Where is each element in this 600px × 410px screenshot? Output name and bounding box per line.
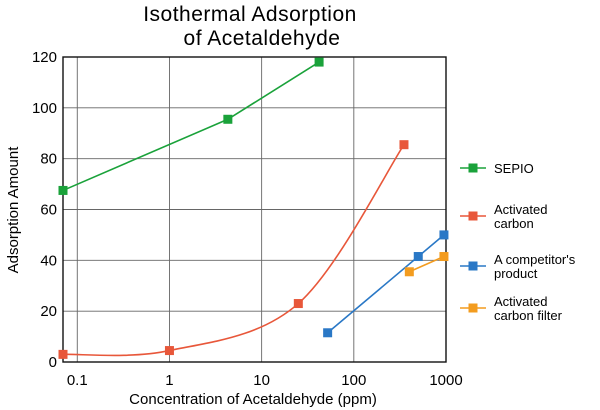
series-0 — [58, 57, 324, 195]
x-tick-label: 1000 — [429, 372, 462, 389]
series-2 — [323, 230, 449, 338]
grid — [63, 57, 446, 362]
legend-swatch-marker — [468, 303, 478, 313]
series-layer — [58, 57, 449, 359]
data-point-2-2 — [439, 230, 449, 240]
legend-label: carbon — [494, 216, 534, 231]
legend-label: SEPIO — [494, 161, 534, 176]
series-3 — [404, 252, 449, 277]
x-tick-label: 0.1 — [67, 372, 88, 389]
y-axis-label: Adsorption Amount — [5, 146, 22, 274]
data-point-3-1 — [439, 252, 449, 262]
chart-title-line-1: Isothermal Adsorption — [143, 3, 357, 26]
y-tick-label: 100 — [32, 100, 57, 117]
y-tick-label: 60 — [40, 202, 57, 219]
data-point-1-0 — [58, 349, 68, 359]
y-tick-label: 120 — [32, 49, 57, 66]
chart-title: Isothermal Adsorption of Acetaldehyde — [143, 3, 357, 50]
legend-label: product — [494, 266, 538, 281]
chart-title-line-2: of Acetaldehyde — [184, 27, 341, 50]
series-line-1 — [62, 144, 405, 357]
y-axis-ticks: 0 20 40 60 80 100 120 — [32, 49, 57, 371]
x-tick-label: 10 — [253, 372, 270, 389]
x-axis-label: Concentration of Acetaldehyde (ppm) — [129, 391, 377, 408]
legend-swatch-marker — [468, 211, 478, 221]
y-tick-label: 40 — [40, 252, 57, 269]
y-tick-label: 20 — [40, 303, 57, 320]
legend-label: Activated — [494, 202, 547, 217]
plot-frame — [62, 56, 447, 363]
y-tick-label: 80 — [40, 151, 57, 168]
legend-label: carbon filter — [494, 308, 563, 323]
data-point-0-0 — [58, 185, 68, 195]
series-line-3 — [408, 255, 445, 273]
data-point-2-1 — [413, 252, 423, 262]
x-tick-label: 1 — [165, 372, 173, 389]
series-line-0 — [62, 61, 320, 192]
data-point-1-2 — [293, 299, 303, 309]
x-axis-ticks: 0.1 1 10 100 1000 — [67, 372, 463, 389]
x-tick-label: 100 — [341, 372, 366, 389]
legend-swatch-marker — [468, 163, 478, 173]
data-point-0-2 — [314, 57, 324, 67]
data-point-0-1 — [223, 114, 233, 124]
data-point-2-0 — [323, 328, 333, 338]
data-point-1-1 — [164, 346, 174, 356]
legend-item-0: SEPIO — [460, 161, 534, 176]
legend-label: A competitor's — [494, 252, 576, 267]
y-tick-label: 0 — [49, 354, 57, 371]
legend-swatch-marker — [468, 261, 478, 271]
legend-label: Activated — [494, 294, 547, 309]
data-point-3-0 — [404, 267, 414, 277]
data-point-1-3 — [399, 140, 409, 150]
series-line-2 — [327, 234, 445, 334]
series-1 — [58, 140, 409, 359]
